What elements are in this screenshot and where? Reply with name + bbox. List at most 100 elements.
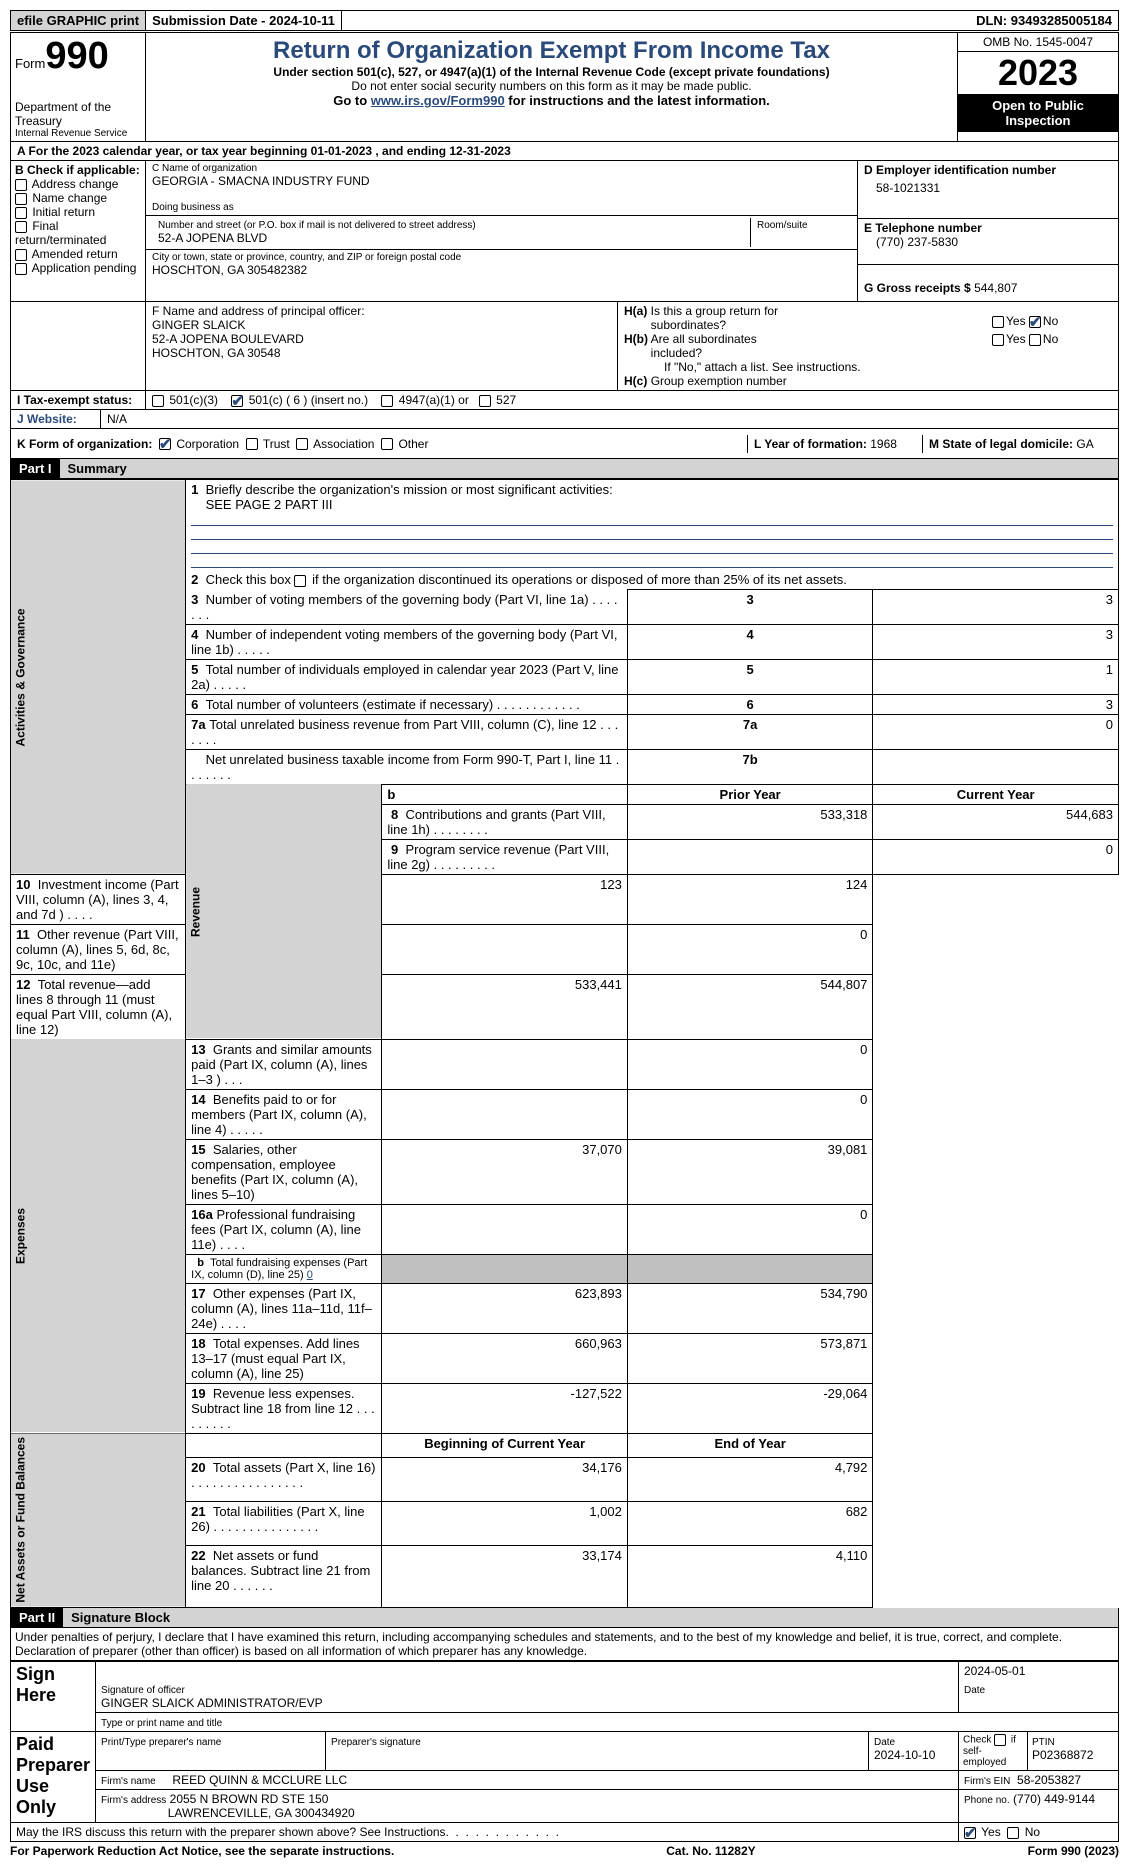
cat-no: Cat. No. 11282Y xyxy=(666,1844,755,1858)
chk-name-change[interactable]: Name change xyxy=(15,191,141,205)
section-bcdeg: B Check if applicable: Address change Na… xyxy=(10,161,1119,302)
ha-no[interactable] xyxy=(1029,316,1041,328)
row-i: I Tax-exempt status: 501(c)(3) 501(c) ( … xyxy=(10,391,1119,410)
summary-table: Activities & Governance 1 Briefly descri… xyxy=(10,479,1119,1608)
room-label: Room/suite xyxy=(757,220,845,231)
firm-ein: 58-2053827 xyxy=(1017,1773,1081,1787)
vlabel-revenue: Revenue xyxy=(186,784,382,1039)
v7a: 0 xyxy=(873,714,1119,749)
v6: 3 xyxy=(873,694,1119,714)
omb-number: OMB No. 1545-0047 xyxy=(958,33,1118,52)
part1-header: Part I Summary xyxy=(10,459,1119,479)
submission-date: Submission Date - 2024-10-11 xyxy=(146,11,342,30)
chk-4947a1[interactable] xyxy=(381,395,393,407)
b-label: B Check if applicable: xyxy=(15,163,141,177)
signature-table: Sign Here 2024-05-01 Signature of office… xyxy=(10,1661,1119,1842)
chk-501c3[interactable] xyxy=(152,395,164,407)
sig-date: 2024-05-01 xyxy=(959,1662,1119,1681)
discuss-no[interactable] xyxy=(1007,1827,1019,1839)
city-state-zip: HOSCHTON, GA 305482382 xyxy=(152,263,851,277)
v4: 3 xyxy=(873,624,1119,659)
website-value: N/A xyxy=(101,410,1118,428)
chk-501c[interactable] xyxy=(231,395,243,407)
row-a-tax-year: A For the 2023 calendar year, or tax yea… xyxy=(10,142,1119,161)
c-name-label: C Name of organization xyxy=(152,163,851,174)
firm-name: REED QUINN & MCCLURE LLC xyxy=(172,1773,347,1787)
street-address: 52-A JOPENA BLVD xyxy=(158,231,744,245)
g-gross-label: G Gross receipts $ xyxy=(864,281,974,295)
perjury-declaration: Under penalties of perjury, I declare th… xyxy=(10,1628,1119,1661)
phone-value: (770) 237-5830 xyxy=(864,235,1112,249)
officer-addr2: HOSCHTON, GA 30548 xyxy=(152,346,281,360)
chk-527[interactable] xyxy=(479,395,491,407)
firm-addr2: LAWRENCEVILLE, GA 300434920 xyxy=(168,1806,355,1820)
chk-initial-return[interactable]: Initial return xyxy=(15,205,141,219)
hb-no[interactable] xyxy=(1029,334,1041,346)
top-bar: efile GRAPHIC print Submission Date - 20… xyxy=(10,10,1119,31)
v3: 3 xyxy=(873,590,1119,625)
ptin: P02368872 xyxy=(1032,1748,1093,1762)
goto-line: Go to www.irs.gov/Form990 for instructio… xyxy=(150,93,953,108)
state-domicile: GA xyxy=(1076,437,1093,451)
hb-yes[interactable] xyxy=(992,334,1004,346)
form-number: 990 xyxy=(45,35,108,77)
chk-self-employed[interactable] xyxy=(994,1734,1006,1746)
ein-value: 58-1021331 xyxy=(864,177,1112,195)
e-phone-label: E Telephone number xyxy=(864,221,1112,235)
form990-link[interactable]: www.irs.gov/Form990 xyxy=(371,93,505,108)
discuss-yes[interactable] xyxy=(964,1827,976,1839)
hc-label: Group exemption number xyxy=(651,374,787,388)
vlabel-activities: Activities & Governance xyxy=(11,480,186,875)
vlabel-netassets: Net Assets or Fund Balances xyxy=(11,1433,186,1608)
addr-label: Number and street (or P.O. box if mail i… xyxy=(158,220,744,231)
chk-discontinued[interactable] xyxy=(294,575,306,587)
officer-addr1: 52-A JOPENA BOULEVARD xyxy=(152,332,304,346)
h-note: If "No," attach a list. See instructions… xyxy=(624,360,1112,374)
chk-corp[interactable] xyxy=(159,438,171,450)
chk-application-pending[interactable]: Application pending xyxy=(15,261,141,275)
vlabel-expenses: Expenses xyxy=(11,1039,186,1433)
org-name: GEORGIA - SMACNA INDUSTRY FUND xyxy=(152,174,851,188)
v5: 1 xyxy=(873,659,1119,694)
row-klm: K Form of organization: Corporation Trus… xyxy=(10,429,1119,459)
year-formation: 1968 xyxy=(870,437,897,451)
mission-text: SEE PAGE 2 PART III xyxy=(206,497,333,512)
firm-addr1: 2055 N BROWN RD STE 150 xyxy=(170,1792,329,1806)
chk-amended-return[interactable]: Amended return xyxy=(15,247,141,261)
d-ein-label: D Employer identification number xyxy=(864,163,1112,177)
form-prefix: Form xyxy=(15,56,45,71)
dept-treasury: Department of the Treasury xyxy=(15,100,141,128)
section-fh: F Name and address of principal officer:… xyxy=(10,302,1119,391)
v7b xyxy=(873,749,1119,784)
f-label: F Name and address of principal officer: xyxy=(152,304,365,318)
prep-date: 2024-10-10 xyxy=(874,1748,935,1762)
city-label: City or town, state or province, country… xyxy=(152,252,851,263)
form-ref: Form 990 (2023) xyxy=(1028,1844,1119,1858)
row-j: J Website: N/A xyxy=(10,410,1119,429)
open-to-public: Open to Public Inspection xyxy=(958,94,1118,132)
gross-receipts: 544,807 xyxy=(974,281,1017,295)
chk-address-change[interactable]: Address change xyxy=(15,177,141,191)
paid-preparer-label: Paid Preparer Use Only xyxy=(11,1732,96,1823)
officer-name: GINGER SLAICK xyxy=(152,318,245,332)
subtitle-2: Do not enter social security numbers on … xyxy=(150,79,953,93)
return-title: Return of Organization Exempt From Incom… xyxy=(150,37,953,65)
part2-header: Part II Signature Block xyxy=(10,1608,1119,1628)
ha-yes[interactable] xyxy=(992,316,1004,328)
dba-label: Doing business as xyxy=(152,202,851,213)
sign-here-label: Sign Here xyxy=(11,1662,96,1732)
efile-print-button[interactable]: efile GRAPHIC print xyxy=(11,11,146,30)
irs-label: Internal Revenue Service xyxy=(15,128,141,139)
form-header: Form990 Department of the Treasury Inter… xyxy=(10,32,1119,142)
subtitle-1: Under section 501(c), 527, or 4947(a)(1)… xyxy=(150,65,953,79)
chk-other[interactable] xyxy=(381,438,393,450)
chk-assoc[interactable] xyxy=(296,438,308,450)
chk-trust[interactable] xyxy=(246,438,258,450)
firm-phone: (770) 449-9144 xyxy=(1013,1792,1095,1806)
officer-signature: GINGER SLAICK ADMINISTRATOR/EVP xyxy=(101,1696,323,1710)
page-footer: For Paperwork Reduction Act Notice, see … xyxy=(10,1844,1119,1858)
chk-final-return[interactable]: Final return/terminated xyxy=(15,219,141,247)
dln: DLN: 93493285005184 xyxy=(970,11,1118,30)
fundraising-total: 0 xyxy=(307,1269,313,1281)
pra-notice: For Paperwork Reduction Act Notice, see … xyxy=(10,1844,394,1858)
